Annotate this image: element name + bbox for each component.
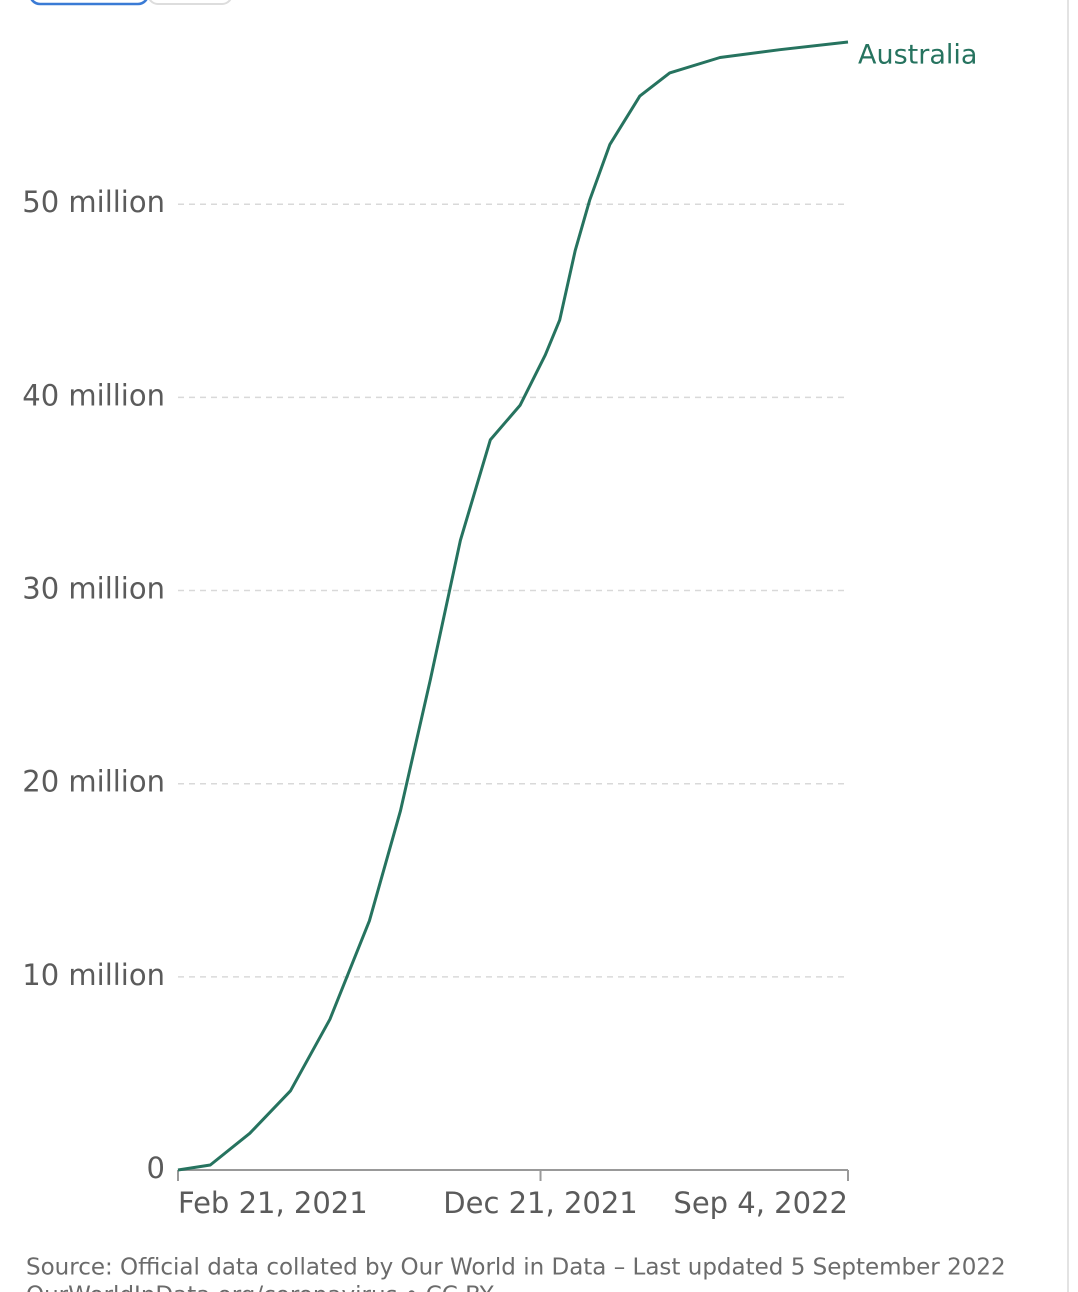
series-label: Australia xyxy=(858,40,977,71)
data-line xyxy=(177,40,849,1172)
x-tick-label: Dec 21, 2021 xyxy=(443,1186,637,1220)
y-tick-label: 10 million xyxy=(22,958,165,992)
y-tick-label: 50 million xyxy=(22,185,165,219)
source-note: Source: Official data collated by Our Wo… xyxy=(26,1255,1006,1281)
y-tick-label: 20 million xyxy=(22,765,165,799)
footer-note: OurWorldInData.org/coronavirus • CC BY xyxy=(26,1283,495,1292)
tab-button[interactable] xyxy=(30,0,148,6)
y-tick-label: 30 million xyxy=(22,572,165,606)
y-tick-label: 40 million xyxy=(22,378,165,412)
x-tick-label: Feb 21, 2021 xyxy=(178,1186,368,1220)
y-tick-label: 0 xyxy=(147,1151,165,1185)
x-tick-label: Sep 4, 2022 xyxy=(673,1186,848,1220)
tab-button[interactable] xyxy=(148,0,232,5)
